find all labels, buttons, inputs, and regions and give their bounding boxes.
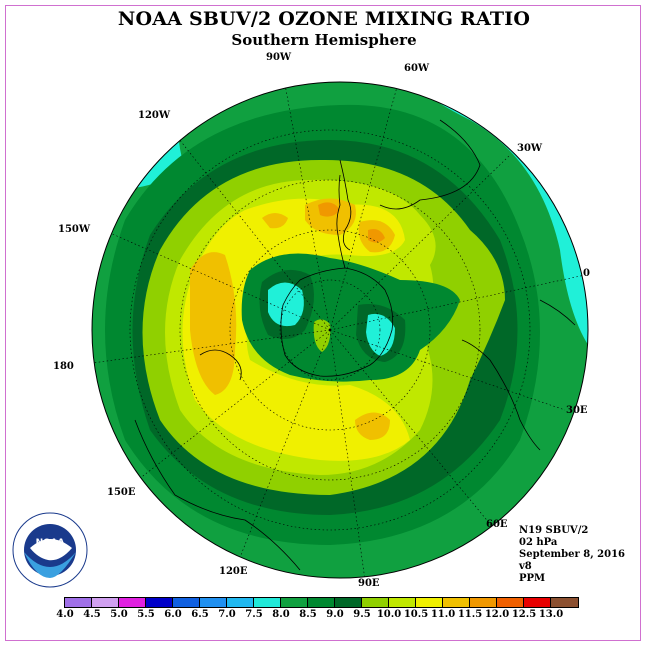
colorbar-tick-label: 10.0 <box>376 609 402 620</box>
colorbar-tick-label: 5.5 <box>137 609 155 620</box>
antarctica-coast <box>280 267 394 377</box>
lon-label-180: 180 <box>53 361 74 372</box>
australia-coast <box>134 419 301 571</box>
colorbar-tick-label: 11.0 <box>430 609 456 620</box>
africa-south <box>461 339 541 451</box>
colorbar-swatch <box>119 598 146 607</box>
lon-label-150e: 150E <box>107 487 136 498</box>
colorbar-swatch <box>416 598 443 607</box>
lon-label-120e: 120E <box>219 566 248 577</box>
colorbar-swatch <box>173 598 200 607</box>
colorbar-swatch <box>524 598 551 607</box>
lon-label-150w: 150W <box>58 224 91 235</box>
colorbar-swatch <box>227 598 254 607</box>
version-label: v8 <box>519 561 532 572</box>
date-label: September 8, 2016 <box>519 549 625 560</box>
lon-label-0: 0 <box>583 268 590 279</box>
colorbar-tick-label: 12.0 <box>484 609 510 620</box>
field-11-11.5-d <box>355 412 390 440</box>
colorbar-swatch <box>389 598 416 607</box>
field-11.5-12-a <box>318 202 340 217</box>
field-11-11.5-b <box>305 198 356 235</box>
colorbar-tick-label: 7.5 <box>245 609 263 620</box>
antarctic-peninsula <box>336 174 346 269</box>
colorbar-tick-label: 8.5 <box>299 609 317 620</box>
colorbar-swatch <box>146 598 173 607</box>
field-vortex-low-b <box>366 313 395 356</box>
level-label: 02 hPa <box>519 537 558 548</box>
field-11-11.5-a <box>190 252 237 395</box>
data-info: N19 SBUV/2 02 hPa September 8, 2016 v8 P… <box>519 525 625 585</box>
field-vortex-low-a <box>268 282 304 327</box>
colorbar-swatch <box>497 598 524 607</box>
colorbar-swatch <box>335 598 362 607</box>
field-vortex-center <box>313 319 331 352</box>
colorbar-tick-label: 5.0 <box>110 609 128 620</box>
colorbar-tick-label: 6.0 <box>164 609 182 620</box>
coastlines <box>134 119 576 571</box>
colorbar-tick-label: 4.0 <box>56 609 74 620</box>
south-america-east <box>379 119 481 210</box>
colorbar-swatch <box>65 598 92 607</box>
madagascar-region <box>539 299 576 326</box>
colorbar <box>64 597 579 608</box>
field-11-11.5-e <box>262 213 288 229</box>
lon-label-60e: 60E <box>486 519 508 530</box>
lon-label-60w: 60W <box>404 63 430 74</box>
colorbar-swatch <box>200 598 227 607</box>
south-america-tip <box>339 159 352 251</box>
colorbar-tick-label: 13.0 <box>538 609 564 620</box>
satellite-label: N19 SBUV/2 <box>519 525 589 536</box>
logo-text: NOAA <box>36 538 65 548</box>
field-11.5-12-b <box>368 229 385 243</box>
field-10.5-11 <box>182 198 410 461</box>
colorbar-tick-label: 4.5 <box>83 609 101 620</box>
lon-label-30w: 30W <box>517 143 543 154</box>
colorbar-swatch <box>470 598 497 607</box>
ozone-field <box>92 82 588 578</box>
colorbar-tick-label: 9.5 <box>353 609 371 620</box>
lon-label-30e: 30E <box>566 405 588 416</box>
lon-label-90e: 90E <box>358 578 380 589</box>
colorbar-swatch <box>281 598 308 607</box>
page-subtitle: Southern Hemisphere <box>231 31 417 49</box>
colorbar-swatch <box>308 598 335 607</box>
lon-label-90w: 90W <box>266 52 292 63</box>
colorbar-swatch <box>551 598 578 607</box>
colorbar-tick-label: 6.5 <box>191 609 209 620</box>
colorbar-tick-label: 8.0 <box>272 609 290 620</box>
colorbar-swatch <box>362 598 389 607</box>
colorbar-swatch <box>254 598 281 607</box>
colorbar-tick-label: 11.5 <box>457 609 483 620</box>
noaa-logo: NOAA <box>12 512 88 588</box>
colorbar-tick-label: 9.0 <box>326 609 344 620</box>
map-boundary <box>91 81 589 579</box>
new-zealand <box>199 349 242 381</box>
page-title: NOAA SBUV/2 OZONE MIXING RATIO <box>117 8 531 30</box>
lon-label-120w: 120W <box>138 110 171 121</box>
figure-frame <box>5 5 641 641</box>
colorbar-tick-label: 12.5 <box>511 609 537 620</box>
graticule <box>92 82 586 578</box>
units-label: PPM <box>519 573 546 584</box>
colorbar-swatch <box>92 598 119 607</box>
colorbar-tick-label: 10.5 <box>403 609 429 620</box>
colorbar-swatch <box>443 598 470 607</box>
colorbar-tick-label: 7.0 <box>218 609 236 620</box>
